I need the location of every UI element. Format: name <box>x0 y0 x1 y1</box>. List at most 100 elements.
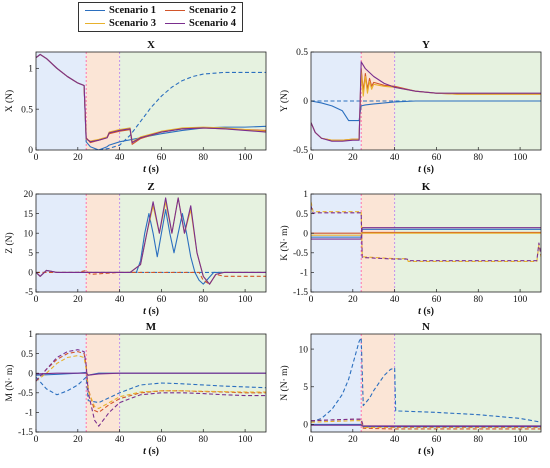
x-axis-label-unit: (s) <box>423 306 434 317</box>
y-tick-label: -1.5 <box>18 428 33 438</box>
x-tick-label: 0 <box>309 435 314 445</box>
subplot-title: Y <box>422 39 430 51</box>
series-line <box>36 351 266 413</box>
x-tick-label: 20 <box>348 153 358 163</box>
series-line <box>36 53 266 144</box>
y-axis-label: N (N· m) <box>279 365 290 400</box>
series-line <box>36 349 266 427</box>
x-tick-label: 40 <box>390 295 400 305</box>
x-tick-label: 100 <box>238 153 253 163</box>
x-tick-label: 80 <box>199 435 209 445</box>
x-axis-label: t (s) <box>143 164 159 175</box>
phase-band <box>119 52 267 150</box>
phase-band <box>119 194 267 292</box>
series-line <box>36 197 266 285</box>
x-tick-label: 80 <box>199 295 209 305</box>
subplot-title: X <box>147 39 155 51</box>
x-axis-label: t (s) <box>418 446 434 457</box>
y-tick-label: 15 <box>24 210 34 220</box>
series-line <box>311 337 541 423</box>
y-tick-label: 10 <box>299 345 309 355</box>
x-tick-label: 80 <box>199 153 209 163</box>
phase-band <box>86 194 120 292</box>
y-tick-label: 10 <box>24 229 34 239</box>
x-axis-label-unit: (s) <box>423 164 434 175</box>
phase-band <box>394 194 541 292</box>
x-tick-label: 20 <box>73 295 83 305</box>
legend-swatch <box>165 23 185 25</box>
x-axis-label-var: t <box>418 306 423 317</box>
series-line <box>311 71 541 141</box>
x-tick-label: 100 <box>238 295 253 305</box>
series-line <box>86 71 266 150</box>
phase-band <box>361 334 395 432</box>
y-axis-label: Y (N) <box>279 90 290 112</box>
y-tick-label: 0 <box>303 97 308 107</box>
y-tick-label: 0.5 <box>21 105 33 115</box>
legend-label: Scenario 3 <box>109 18 156 29</box>
y-tick-label: 5 <box>28 249 33 259</box>
phase-band <box>311 334 362 432</box>
legend-swatch <box>85 23 105 25</box>
y-tick-label: 1 <box>28 330 33 340</box>
series-line <box>36 355 266 410</box>
phase-band <box>36 52 87 150</box>
x-axis-label-var: t <box>418 164 423 175</box>
x-tick-label: 80 <box>474 153 484 163</box>
legend-item-scenario-4: Scenario 4 <box>165 18 236 29</box>
series-line <box>36 372 266 376</box>
subplot-m: 0 20 40 60 80 100 -1.5 -1 -0.5 0 0.5 1 Mt (s) M (N· m… <box>4 321 267 457</box>
series-line <box>311 420 541 429</box>
x-tick-label: 20 <box>73 153 83 163</box>
subplot-x: 0 20 40 60 80 100 0 0.5 1 Xt (s) X (N) <box>4 39 267 175</box>
x-axis-label-var: t <box>143 446 148 457</box>
axes-box <box>310 193 542 293</box>
x-tick-label: 0 <box>34 295 39 305</box>
y-axis-label: Z (N) <box>4 232 15 253</box>
x-axis-label: t (s) <box>143 306 159 317</box>
x-tick-label: 20 <box>348 435 358 445</box>
y-tick-label: 0.5 <box>296 48 308 58</box>
x-axis-label-var: t <box>143 306 148 317</box>
x-axis-label: t (s) <box>418 164 434 175</box>
series-line <box>311 201 541 262</box>
subplot-title: M <box>146 321 157 333</box>
x-tick-label: 20 <box>348 295 358 305</box>
legend: Scenario 1 Scenario 2 Scenario 3 Scenari… <box>78 2 243 32</box>
y-tick-label: 1 <box>303 190 308 200</box>
y-tick-label: -0.5 <box>293 249 308 259</box>
x-axis-label-unit: (s) <box>148 446 159 457</box>
axes-box <box>35 333 267 433</box>
x-tick-label: 60 <box>157 435 167 445</box>
y-tick-label: 0 <box>28 269 33 279</box>
x-tick-label: 100 <box>238 435 253 445</box>
subplot-title: K <box>422 181 431 193</box>
series-line <box>311 61 541 142</box>
x-tick-label: 100 <box>513 295 528 305</box>
x-axis-label-unit: (s) <box>148 306 159 317</box>
phase-band <box>119 334 267 432</box>
y-tick-label: -1.5 <box>293 288 308 298</box>
phase-band <box>311 194 362 292</box>
x-tick-label: 60 <box>157 295 167 305</box>
x-axis-label-unit: (s) <box>423 446 434 457</box>
y-tick-label: -0.5 <box>18 389 33 399</box>
axes-box <box>310 333 542 433</box>
legend-label: Scenario 2 <box>189 5 236 16</box>
x-tick-label: 0 <box>309 153 314 163</box>
x-tick-label: 40 <box>115 295 125 305</box>
x-tick-label: 100 <box>513 153 528 163</box>
subplot-title: Z <box>147 181 154 193</box>
y-axis-label: K (N· m) <box>279 225 290 260</box>
y-tick-label: 0.5 <box>296 210 308 220</box>
phase-band <box>394 334 541 432</box>
series-line <box>311 418 541 428</box>
subplot-k: 0 20 40 60 80 100 -1.5 -1 -0.5 0 0.5 1 Kt (s) K (N· m… <box>279 181 542 317</box>
y-tick-label: -5 <box>25 288 33 298</box>
y-tick-label: 20 <box>24 190 34 200</box>
y-tick-label: -1 <box>300 269 308 279</box>
axes-box <box>35 193 267 293</box>
x-tick-label: 40 <box>115 153 125 163</box>
y-tick-label: 0.5 <box>21 350 33 360</box>
